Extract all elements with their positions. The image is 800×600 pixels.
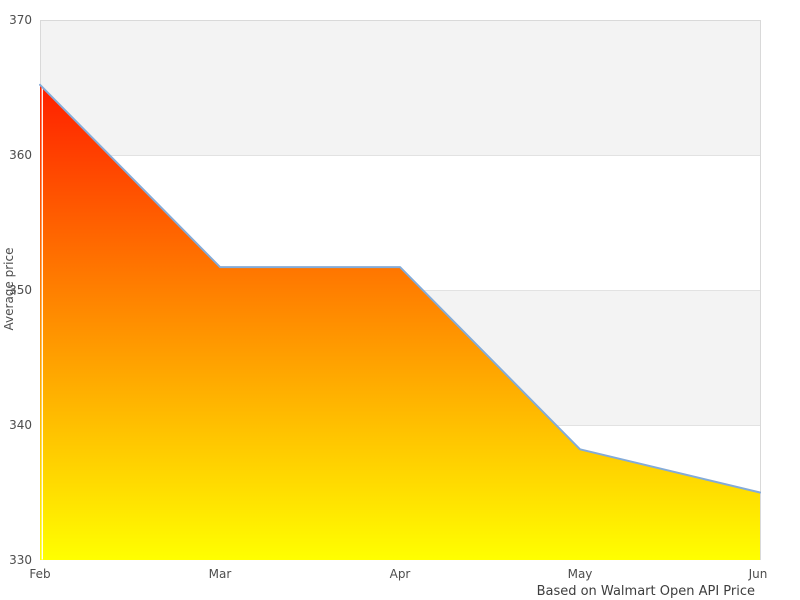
area-fill xyxy=(40,84,760,561)
x-tick-label: Apr xyxy=(389,567,411,581)
x-tick-label: Feb xyxy=(29,567,51,581)
y-tick-label: 350 xyxy=(9,283,32,297)
x-tick-label: May xyxy=(567,567,593,581)
x-tick-label: Mar xyxy=(208,567,232,581)
grid-band xyxy=(40,20,761,155)
price-line xyxy=(39,83,761,494)
chart-source-caption: Based on Walmart Open API Price xyxy=(536,584,755,599)
y-tick-label: 330 xyxy=(9,553,32,567)
x-tick-label: Jun xyxy=(748,567,768,581)
y-tick-label: 340 xyxy=(9,418,32,432)
y-tick-label: 360 xyxy=(9,148,32,162)
y-tick-label: 370 xyxy=(9,13,32,27)
